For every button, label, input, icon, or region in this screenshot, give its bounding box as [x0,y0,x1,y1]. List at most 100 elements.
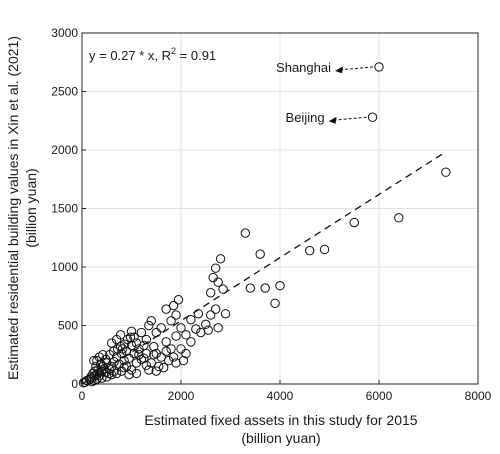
fit-line [81,151,447,385]
data-point [141,360,152,370]
data-point [191,324,201,334]
data-point [144,365,154,375]
data-point [181,348,191,359]
data-point [305,245,315,256]
y-tick-label: 2000 [51,143,78,157]
data-point [201,319,211,330]
y-tick-label: 1500 [51,202,78,216]
data-point [196,327,206,338]
data-point [119,355,129,366]
data-point [154,361,164,372]
data-point [126,326,137,337]
data-point [367,112,378,122]
data-point [168,300,179,311]
annotations: Shanghai Beijing [276,60,374,125]
data-point [119,339,130,349]
annotation-label-shanghai: Shanghai [276,60,331,75]
x-tick-label: 2000 [168,389,195,403]
y-tick-label: 2500 [51,85,78,99]
y-tick-label: 0 [71,377,78,391]
data-point [156,323,166,333]
data-point [186,314,196,325]
data-point [208,272,218,283]
data-point [220,309,231,319]
data-point [186,337,196,347]
x-tick-label: 8000 [465,389,492,403]
annotation-leader [338,66,374,71]
data-point [176,344,186,354]
y-tick-label: 1000 [51,260,78,274]
data-point [158,362,169,373]
axis-ticks: 0 2000 4000 6000 8000 0 500 1000 1500 2000 2500 300… [51,26,491,403]
data-point [89,355,99,366]
y-axis-title-line1: Estimated residential building values in… [5,36,21,380]
data-point [168,352,179,362]
data-point [131,368,142,379]
equation-prefix: y = 0.27 * x, R [89,48,171,63]
data-point [161,337,171,347]
data-point [394,213,404,223]
annotation-leader [332,116,367,121]
data-point [149,350,159,360]
data-point [134,344,144,354]
annotation-arrowhead [335,66,343,74]
data-point [124,369,134,380]
data-point [218,284,228,294]
data-point [171,331,181,341]
data-point [213,323,223,333]
x-tick-label: 6000 [366,389,393,403]
data-point [89,375,100,386]
data-point [112,344,123,354]
data-point [176,323,186,333]
data-point [374,62,384,72]
data-points [78,62,451,388]
x-tick-label: 0 [79,389,86,403]
data-point [193,309,204,319]
data-point [139,353,149,363]
data-point [210,263,221,273]
data-point [98,350,108,360]
data-point [441,167,451,177]
data-point [181,330,191,340]
equation-superscript: 2 [171,46,176,56]
annotation-arrowhead [328,116,337,124]
data-point [349,217,359,228]
data-point [131,338,142,348]
data-point [119,362,129,373]
data-point [129,332,139,342]
data-point [109,357,119,367]
x-axis-title-line2: (billion yuan) [241,430,320,446]
data-point [166,316,176,326]
data-point [173,295,184,305]
data-point [215,254,226,264]
data-point [141,334,152,345]
x-tick-label: 4000 [267,389,294,403]
data-point [210,304,221,314]
data-point [146,316,157,326]
data-point [91,361,101,372]
y-axis-title-line2: (billion yuan) [23,168,39,247]
data-point [319,244,330,255]
data-point [245,283,256,293]
data-point [134,350,144,360]
data-point [151,327,161,338]
data-point [206,310,216,320]
data-point [136,354,147,365]
data-point [270,298,280,308]
data-point [124,353,134,363]
data-point [151,348,161,359]
y-tick-label: 3000 [51,26,78,40]
regression-equation: y = 0.27 * x, R2 = 0.91 [89,46,216,63]
equation-suffix: = 0.91 [176,48,216,63]
data-point [125,332,136,342]
fit-line-group [81,151,447,385]
data-point [90,366,100,376]
data-point [206,288,216,298]
grid-lines [81,32,479,385]
data-point [117,344,128,354]
data-point [136,327,147,338]
data-point [240,228,251,238]
data-point [275,281,285,291]
data-point [151,366,161,376]
